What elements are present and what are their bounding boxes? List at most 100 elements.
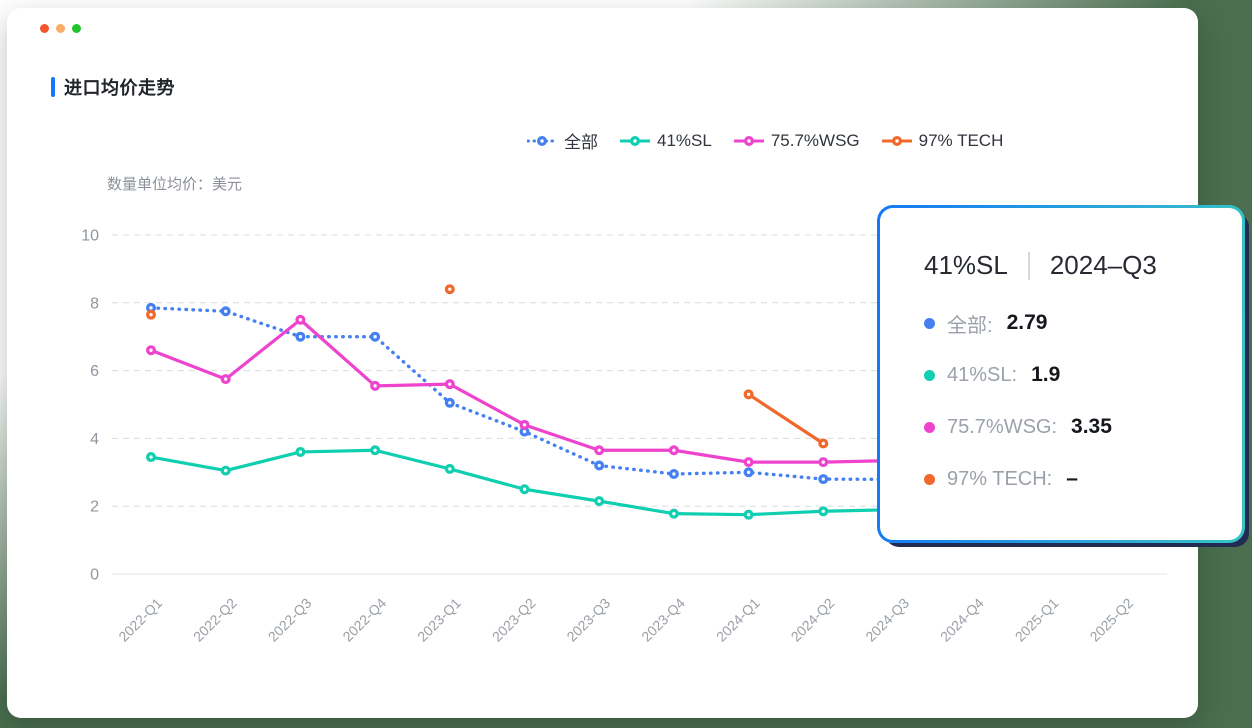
y-axis-label: 8 bbox=[90, 295, 99, 312]
legend-label: 41%SL bbox=[657, 130, 712, 150]
x-axis-label: 2022-Q4 bbox=[339, 595, 389, 645]
price-trend-chart: 0 2 4 6 8 10 2022-Q1 2022-Q2 2022-Q3 2022-Q4 2023-… bbox=[81, 228, 1167, 645]
tooltip-period: 2024–Q3 bbox=[1049, 250, 1157, 280]
window-minimize-icon[interactable] bbox=[56, 24, 65, 33]
title-accent-bar bbox=[51, 77, 55, 97]
chart-tooltip: 41%SL 2024–Q3 全部: 2.79 41%SL: 1.9 75.7%WSG: 3… bbox=[877, 205, 1245, 543]
legend-ring-center bbox=[633, 138, 637, 143]
legend-marker-icon bbox=[527, 135, 557, 146]
tooltip-header-divider bbox=[1027, 251, 1030, 280]
tooltip-series-dot-icon bbox=[924, 473, 935, 485]
x-axis-label: 2024-Q4 bbox=[937, 595, 987, 645]
data-point-center bbox=[522, 429, 527, 434]
data-point-center bbox=[224, 309, 228, 313]
data-point-center bbox=[597, 463, 601, 468]
x-axis-label: 2023-Q2 bbox=[489, 595, 539, 645]
series-line bbox=[149, 318, 900, 464]
y-axis-label: 2 bbox=[90, 499, 99, 516]
window-controls bbox=[40, 24, 81, 33]
data-point-center bbox=[448, 401, 452, 405]
series-line bbox=[149, 448, 900, 517]
legend-item-1[interactable]: 41%SL bbox=[620, 131, 712, 151]
data-point-center bbox=[522, 423, 527, 427]
legend-label: 全部 bbox=[564, 133, 598, 152]
tooltip-row-value: 3.35 bbox=[1071, 415, 1112, 438]
x-axis-label: 2024-Q3 bbox=[862, 595, 912, 645]
data-point-center bbox=[448, 467, 452, 471]
data-point-center bbox=[821, 460, 825, 464]
legend-item-2[interactable]: 75.7%WSG bbox=[733, 130, 860, 151]
tooltip-row-2: 75.7%WSG: 3.35 bbox=[924, 415, 1224, 439]
y-axis-unit-label: 数量单位均价：美元 bbox=[107, 176, 243, 193]
tooltip-series-dot-icon bbox=[924, 317, 935, 329]
y-axis-label: 4 bbox=[90, 431, 99, 448]
tooltip-row-label: 全部: bbox=[947, 314, 993, 337]
data-point-center bbox=[746, 470, 751, 474]
data-point-center bbox=[149, 306, 153, 310]
data-point-center bbox=[373, 448, 377, 452]
data-point-center bbox=[821, 509, 825, 513]
data-point-center bbox=[746, 512, 751, 517]
data-point-center bbox=[224, 377, 228, 381]
data-point-center bbox=[746, 460, 751, 464]
legend-ring-center bbox=[540, 138, 544, 143]
window-close-icon[interactable] bbox=[40, 24, 49, 33]
tooltip-row-3: 97% TECH: – bbox=[924, 467, 1224, 491]
x-axis-label: 2024-Q2 bbox=[788, 595, 838, 645]
legend-ring-center bbox=[894, 138, 899, 143]
y-axis-label: 6 bbox=[90, 363, 99, 380]
data-point-center bbox=[597, 448, 601, 452]
data-point-center bbox=[672, 448, 676, 452]
data-point-center bbox=[149, 455, 153, 459]
legend-marker-icon bbox=[881, 135, 912, 146]
legend-item-0[interactable]: 全部 bbox=[527, 128, 598, 153]
x-axis-label: 2023-Q3 bbox=[563, 595, 613, 645]
data-point-center bbox=[821, 441, 825, 446]
x-axis-label: 2023-Q1 bbox=[414, 595, 464, 645]
data-point-center bbox=[149, 312, 153, 317]
x-axis-label: 2023-Q4 bbox=[638, 595, 688, 645]
data-point-center bbox=[149, 348, 153, 352]
tooltip-series-dot-icon bbox=[924, 421, 935, 433]
data-point-center bbox=[373, 384, 377, 388]
tooltip-row-value: 2.79 bbox=[1006, 311, 1048, 334]
section-header: 进口均价走势 bbox=[51, 74, 175, 100]
data-point-center bbox=[298, 335, 303, 339]
y-axis-label: 0 bbox=[90, 567, 99, 584]
legend-label: 97% TECH bbox=[918, 130, 1004, 150]
x-axis-label: 2022-Q1 bbox=[115, 595, 165, 645]
tooltip-row-label: 97% TECH: bbox=[947, 467, 1053, 490]
data-point-center bbox=[373, 335, 377, 339]
data-point-center bbox=[298, 450, 303, 454]
series-line bbox=[746, 392, 825, 446]
data-point-center bbox=[522, 487, 527, 491]
x-axis-label: 2024-Q1 bbox=[713, 595, 763, 645]
tooltip-row-1: 41%SL: 1.9 bbox=[924, 363, 1224, 387]
chart-tooltip-body: 41%SL 2024–Q3 全部: 2.79 41%SL: 1.9 75.7%WSG: 3… bbox=[880, 208, 1242, 540]
window-fullscreen-icon[interactable] bbox=[72, 24, 81, 33]
x-axis-label: 2025-Q1 bbox=[1012, 595, 1062, 645]
tooltip-row-label: 41%SL: bbox=[947, 363, 1018, 386]
legend-marker-icon bbox=[733, 135, 764, 146]
data-point-center bbox=[448, 382, 452, 386]
legend-item-3[interactable]: 97% TECH bbox=[881, 130, 1004, 151]
data-point-center bbox=[672, 511, 676, 516]
data-point-center bbox=[224, 468, 228, 473]
tooltip-row-0: 全部: 2.79 bbox=[924, 311, 1224, 337]
page-title: 进口均价走势 bbox=[64, 78, 175, 98]
data-point-center bbox=[448, 287, 452, 291]
tooltip-row-label: 75.7%WSG: bbox=[947, 415, 1058, 438]
x-axis-label: 2022-Q3 bbox=[265, 595, 315, 645]
data-point-center bbox=[821, 477, 825, 481]
chart-legend: 全部 41%SL 75.7%WSG 97% TECH bbox=[527, 128, 1003, 153]
tooltip-row-value: – bbox=[1066, 467, 1078, 490]
data-point-center bbox=[746, 392, 751, 397]
x-axis-label: 2025-Q2 bbox=[1086, 595, 1136, 645]
data-point-center bbox=[597, 499, 601, 503]
legend-label: 75.7%WSG bbox=[770, 130, 860, 150]
legend-marker-icon bbox=[620, 135, 650, 146]
tooltip-series-name: 41%SL bbox=[924, 250, 1008, 280]
y-axis-label: 10 bbox=[81, 228, 99, 245]
x-axis-label: 2022-Q2 bbox=[190, 595, 240, 645]
